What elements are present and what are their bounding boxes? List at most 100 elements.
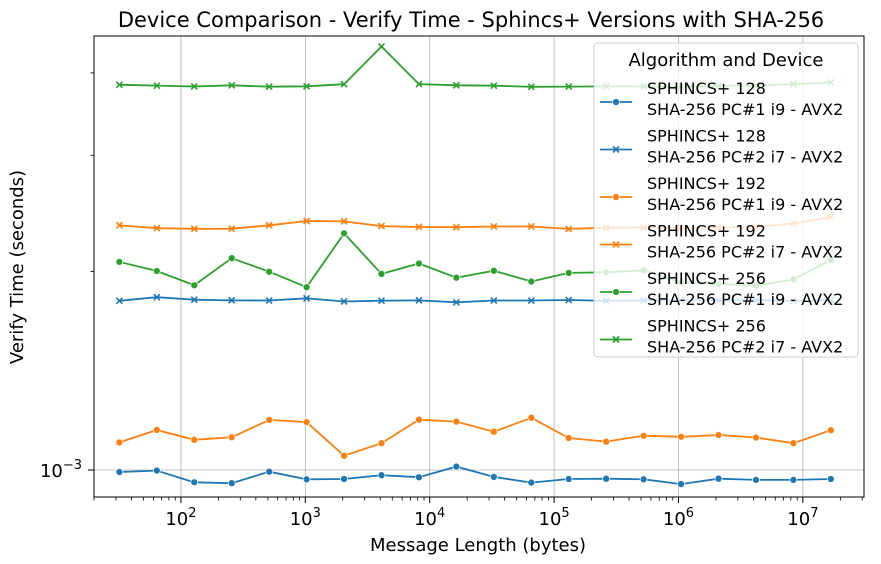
data-point-circle: [340, 451, 348, 460]
x-tick-base: 10: [165, 509, 188, 530]
legend-label-line1: SPHINCS+ 192: [647, 222, 766, 241]
x-tick-exponent: 3: [313, 506, 321, 521]
data-point-x: [115, 297, 123, 305]
data-point-circle: [265, 416, 274, 424]
data-point-circle: [415, 259, 423, 268]
legend-box: [593, 42, 859, 358]
data-point-x: [228, 296, 236, 304]
legend-label-line1: SPHINCS+ 128: [647, 127, 766, 146]
x-tick-exponent: 7: [810, 506, 818, 521]
data-point-circle: [302, 283, 311, 292]
x-tick-exponent: 6: [686, 506, 694, 521]
data-point-x: [565, 296, 573, 304]
data-point-circle: [377, 471, 386, 480]
data-point-x: [340, 80, 348, 88]
plot-frame: [93, 35, 865, 498]
data-point-x: [153, 293, 161, 301]
series-3: [115, 413, 835, 460]
data-point-circle: [377, 439, 386, 448]
data-point-x: [303, 82, 311, 90]
data-point-circle: [377, 270, 386, 278]
data-point-circle: [190, 478, 199, 487]
data-point-circle: [265, 267, 274, 276]
legend-item-6[interactable]: SPHINCS+ 256 SHA-256 PC#2 i7 - AVX2: [600, 317, 843, 357]
legend-label-line2: SHA-256 PC#2 i7 - AVX2: [647, 148, 843, 167]
data-point-x: [115, 81, 123, 89]
data-point-circle: [527, 277, 536, 286]
legend-label-line1: SPHINCS+ 128: [647, 79, 766, 98]
data-point-circle: [227, 254, 236, 263]
x-tick-label: 106: [663, 506, 694, 530]
data-point-circle: [564, 475, 573, 483]
data-point-x: [565, 225, 573, 233]
data-point-circle: [152, 267, 161, 275]
legend-label-line1: SPHINCS+ 192: [647, 174, 766, 193]
legend-item-3[interactable]: SPHINCS+ 192 SHA-256 PC#1 i9 - AVX2: [600, 174, 843, 214]
x-tick-label: 103: [290, 506, 321, 530]
data-point-x: [612, 335, 620, 344]
legend-label-line2: SHA-256 PC#2 i7 - AVX2: [647, 338, 843, 357]
data-point-circle: [714, 474, 723, 483]
data-point-x: [190, 225, 198, 233]
data-point-circle: [789, 439, 798, 448]
legend-title: Algorithm and Device: [628, 50, 823, 71]
y-axis-label: Verify Time (seconds): [7, 170, 28, 364]
data-point-circle: [714, 431, 723, 439]
data-point-x: [303, 294, 311, 302]
data-point-circle: [415, 415, 423, 424]
data-point-x: [415, 223, 423, 231]
data-point-x: [565, 83, 573, 91]
x-axis-label: Message Length (bytes): [370, 535, 586, 556]
data-point-circle: [340, 229, 348, 238]
data-point-circle: [302, 418, 311, 426]
data-point-x: [228, 225, 236, 233]
x-tick-base: 10: [539, 509, 562, 530]
legend-item-1[interactable]: SPHINCS+ 128 SHA-256 PC#1 i9 - AVX2: [600, 79, 843, 119]
x-tick-base: 10: [290, 509, 313, 530]
data-point-x: [490, 82, 498, 90]
legend-label-line2: SHA-256 PC#1 i9 - AVX2: [647, 195, 843, 214]
data-point-circle: [190, 435, 199, 444]
legend-item-4[interactable]: SPHINCS+ 192 SHA-256 PC#2 i7 - AVX2: [600, 222, 843, 262]
data-point-x: [340, 297, 348, 306]
x-tick-label: 105: [539, 506, 570, 530]
legend[interactable]: Algorithm and Device SPHINCS+ 128 SHA-256 …: [593, 42, 859, 358]
data-point-x: [190, 82, 198, 91]
data-point-x: [115, 221, 123, 229]
data-point-x: [228, 81, 236, 89]
data-point-circle: [612, 193, 620, 201]
data-point-circle: [265, 467, 274, 476]
axis-ticks: [88, 72, 863, 503]
data-point-x: [415, 296, 423, 304]
data-point-circle: [152, 466, 161, 475]
legend-label-line1: SPHINCS+ 256: [647, 269, 766, 288]
x-tick-labels: 102 103 104 105 106 107: [165, 506, 818, 530]
legend-item-2[interactable]: SPHINCS+ 128 SHA-256 PC#2 i7 - AVX2: [600, 127, 843, 167]
data-point-circle: [677, 480, 685, 488]
legend-item-5[interactable]: SPHINCS+ 256 SHA-256 PC#1 i9 - AVX2: [600, 269, 843, 309]
data-point-circle: [115, 258, 124, 266]
data-point-x: [190, 296, 198, 304]
data-point-circle: [752, 476, 760, 484]
data-point-circle: [489, 473, 498, 481]
data-point-x: [490, 296, 498, 305]
y-tick-base: 10: [40, 461, 63, 482]
data-point-circle: [612, 288, 620, 296]
data-point-x: [265, 83, 273, 91]
data-point-circle: [639, 475, 648, 484]
data-point-x: [612, 145, 620, 154]
legend-label-line2: SHA-256 PC#1 i9 - AVX2: [647, 100, 843, 119]
data-point-circle: [415, 473, 423, 482]
data-point-circle: [227, 479, 236, 488]
data-point-circle: [452, 462, 461, 471]
data-point-circle: [639, 431, 648, 440]
data-point-circle: [152, 426, 161, 434]
data-point-x: [452, 223, 460, 231]
data-point-x: [452, 81, 460, 89]
data-point-circle: [115, 438, 124, 447]
data-point-x: [527, 296, 535, 305]
data-point-circle: [564, 269, 573, 277]
legend-label-line1: SPHINCS+ 256: [647, 317, 766, 336]
series-1: [115, 462, 835, 488]
